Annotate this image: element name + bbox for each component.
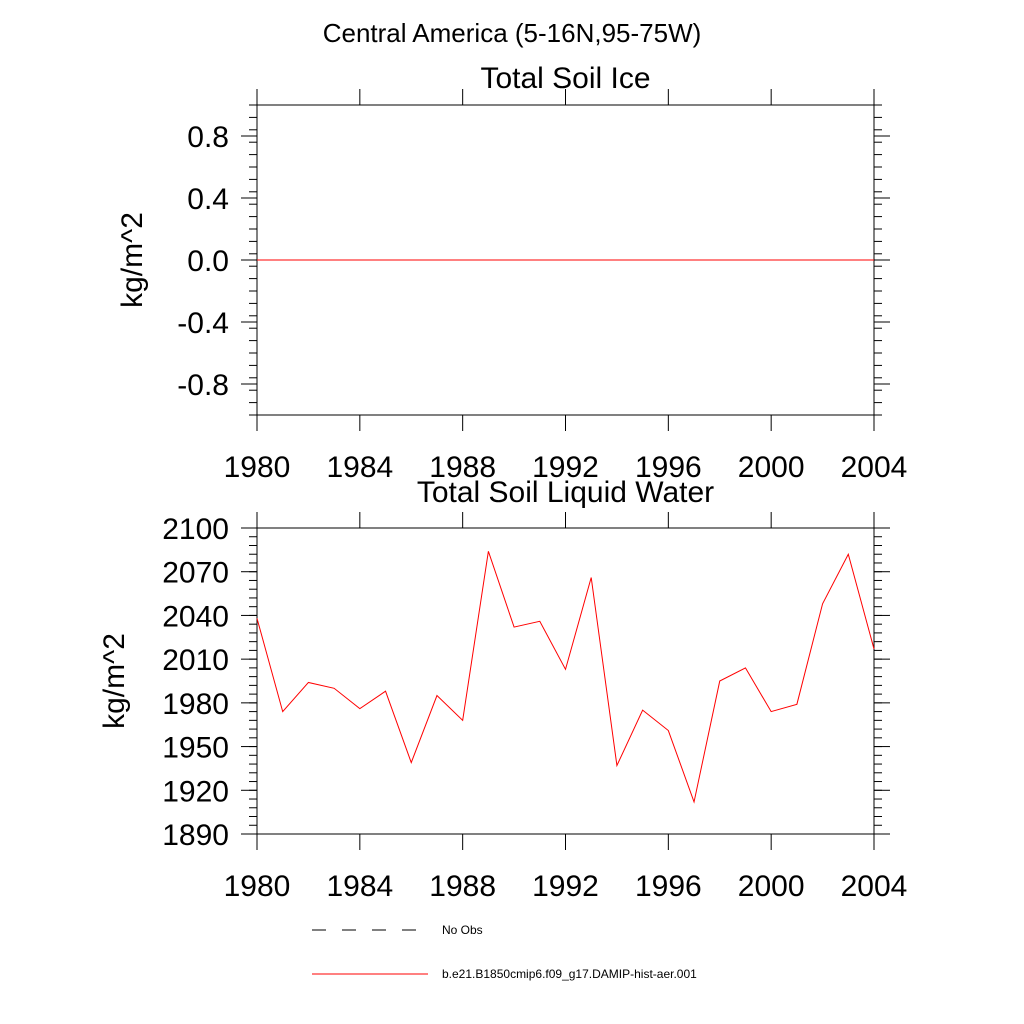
data-point: [282, 259, 284, 261]
data-point: [821, 603, 823, 605]
plot-frame: [256, 527, 875, 835]
y-axis-label: kg/m^2: [98, 633, 131, 729]
data-point: [719, 680, 721, 682]
data-point: [307, 259, 309, 261]
data-point: [461, 719, 463, 721]
data-point: [384, 259, 386, 261]
y-tick-label: 2010: [162, 644, 229, 677]
x-tick-label: 1984: [326, 451, 393, 484]
data-point: [719, 259, 721, 261]
data-point: [770, 710, 772, 712]
data-point: [693, 259, 695, 261]
y-tick-label: 1920: [162, 775, 229, 808]
data-point: [256, 259, 258, 261]
data-point: [744, 667, 746, 669]
data-point: [847, 553, 849, 555]
series-line: [256, 551, 875, 804]
y-tick-label: 2070: [162, 557, 229, 590]
data-point: [796, 259, 798, 261]
data-point: [436, 694, 438, 696]
data-point: [641, 709, 643, 711]
y-tick-label: 2040: [162, 600, 229, 633]
x-tick-label: 2000: [738, 870, 805, 903]
x-tick-label: 1980: [224, 451, 291, 484]
x-tick-label: 2000: [738, 451, 805, 484]
data-point: [513, 259, 515, 261]
y-tick-label: 0.4: [187, 183, 229, 216]
x-tick-label: 1988: [429, 451, 496, 484]
data-point: [333, 687, 335, 689]
data-point: [410, 259, 412, 261]
data-point: [616, 259, 618, 261]
y-tick-label: 0.8: [187, 121, 229, 154]
x-tick-label: 1996: [635, 870, 702, 903]
chart-title: Total Soil Liquid Water: [417, 476, 714, 509]
data-point: [744, 259, 746, 261]
y-tick-label: 1890: [162, 819, 229, 852]
data-point: [590, 576, 592, 578]
x-tick-label: 1992: [532, 451, 599, 484]
data-point: [256, 617, 258, 619]
data-point: [359, 707, 361, 709]
data-point: [359, 259, 361, 261]
data-point: [693, 801, 695, 803]
x-tick-label: 1984: [326, 870, 393, 903]
legend-label-no-obs: No Obs: [442, 923, 483, 937]
data-point: [539, 620, 541, 622]
data-point: [641, 259, 643, 261]
data-point: [873, 648, 875, 650]
legend-label-model-run: b.e21.B1850cmip6.f09_g17.DAMIP-hist-aer.…: [442, 967, 697, 981]
data-point: [487, 259, 489, 261]
y-axis-label: kg/m^2: [116, 212, 149, 308]
data-point: [487, 550, 489, 552]
x-tick-label: 1996: [635, 451, 702, 484]
x-tick-label: 2004: [841, 451, 908, 484]
data-point: [590, 259, 592, 261]
data-point: [770, 259, 772, 261]
x-tick-label: 1992: [532, 870, 599, 903]
data-point: [307, 681, 309, 683]
data-point: [410, 761, 412, 763]
x-tick-label: 2004: [841, 870, 908, 903]
figure-title: Central America (5-16N,95-75W): [323, 18, 702, 48]
y-tick-label: 2100: [162, 513, 229, 546]
y-tick-label: -0.8: [177, 369, 229, 402]
data-point: [667, 259, 669, 261]
data-point: [513, 626, 515, 628]
data-point: [873, 259, 875, 261]
data-point: [847, 259, 849, 261]
data-point: [539, 259, 541, 261]
data-point: [436, 259, 438, 261]
y-tick-label: 1950: [162, 732, 229, 765]
data-point: [384, 690, 386, 692]
data-point: [667, 729, 669, 731]
data-point: [616, 764, 618, 766]
data-point: [282, 710, 284, 712]
y-tick-label: 0.0: [187, 245, 229, 278]
panel-total-soil-liquid-water: Total Soil Liquid Water kg/m^2 1980 1984 198…: [98, 476, 907, 903]
data-point: [333, 259, 335, 261]
data-point: [564, 668, 566, 670]
y-tick-label: -0.4: [177, 307, 229, 340]
x-tick-label: 1980: [224, 870, 291, 903]
x-tick-label: 1988: [429, 870, 496, 903]
data-point: [796, 703, 798, 705]
data-point: [461, 259, 463, 261]
data-point: [821, 259, 823, 261]
y-tick-label: 1980: [162, 688, 229, 721]
legend: No Obs b.e21.B1850cmip6.f09_g17.DAMIP-hi…: [312, 923, 697, 981]
data-point: [564, 259, 566, 261]
